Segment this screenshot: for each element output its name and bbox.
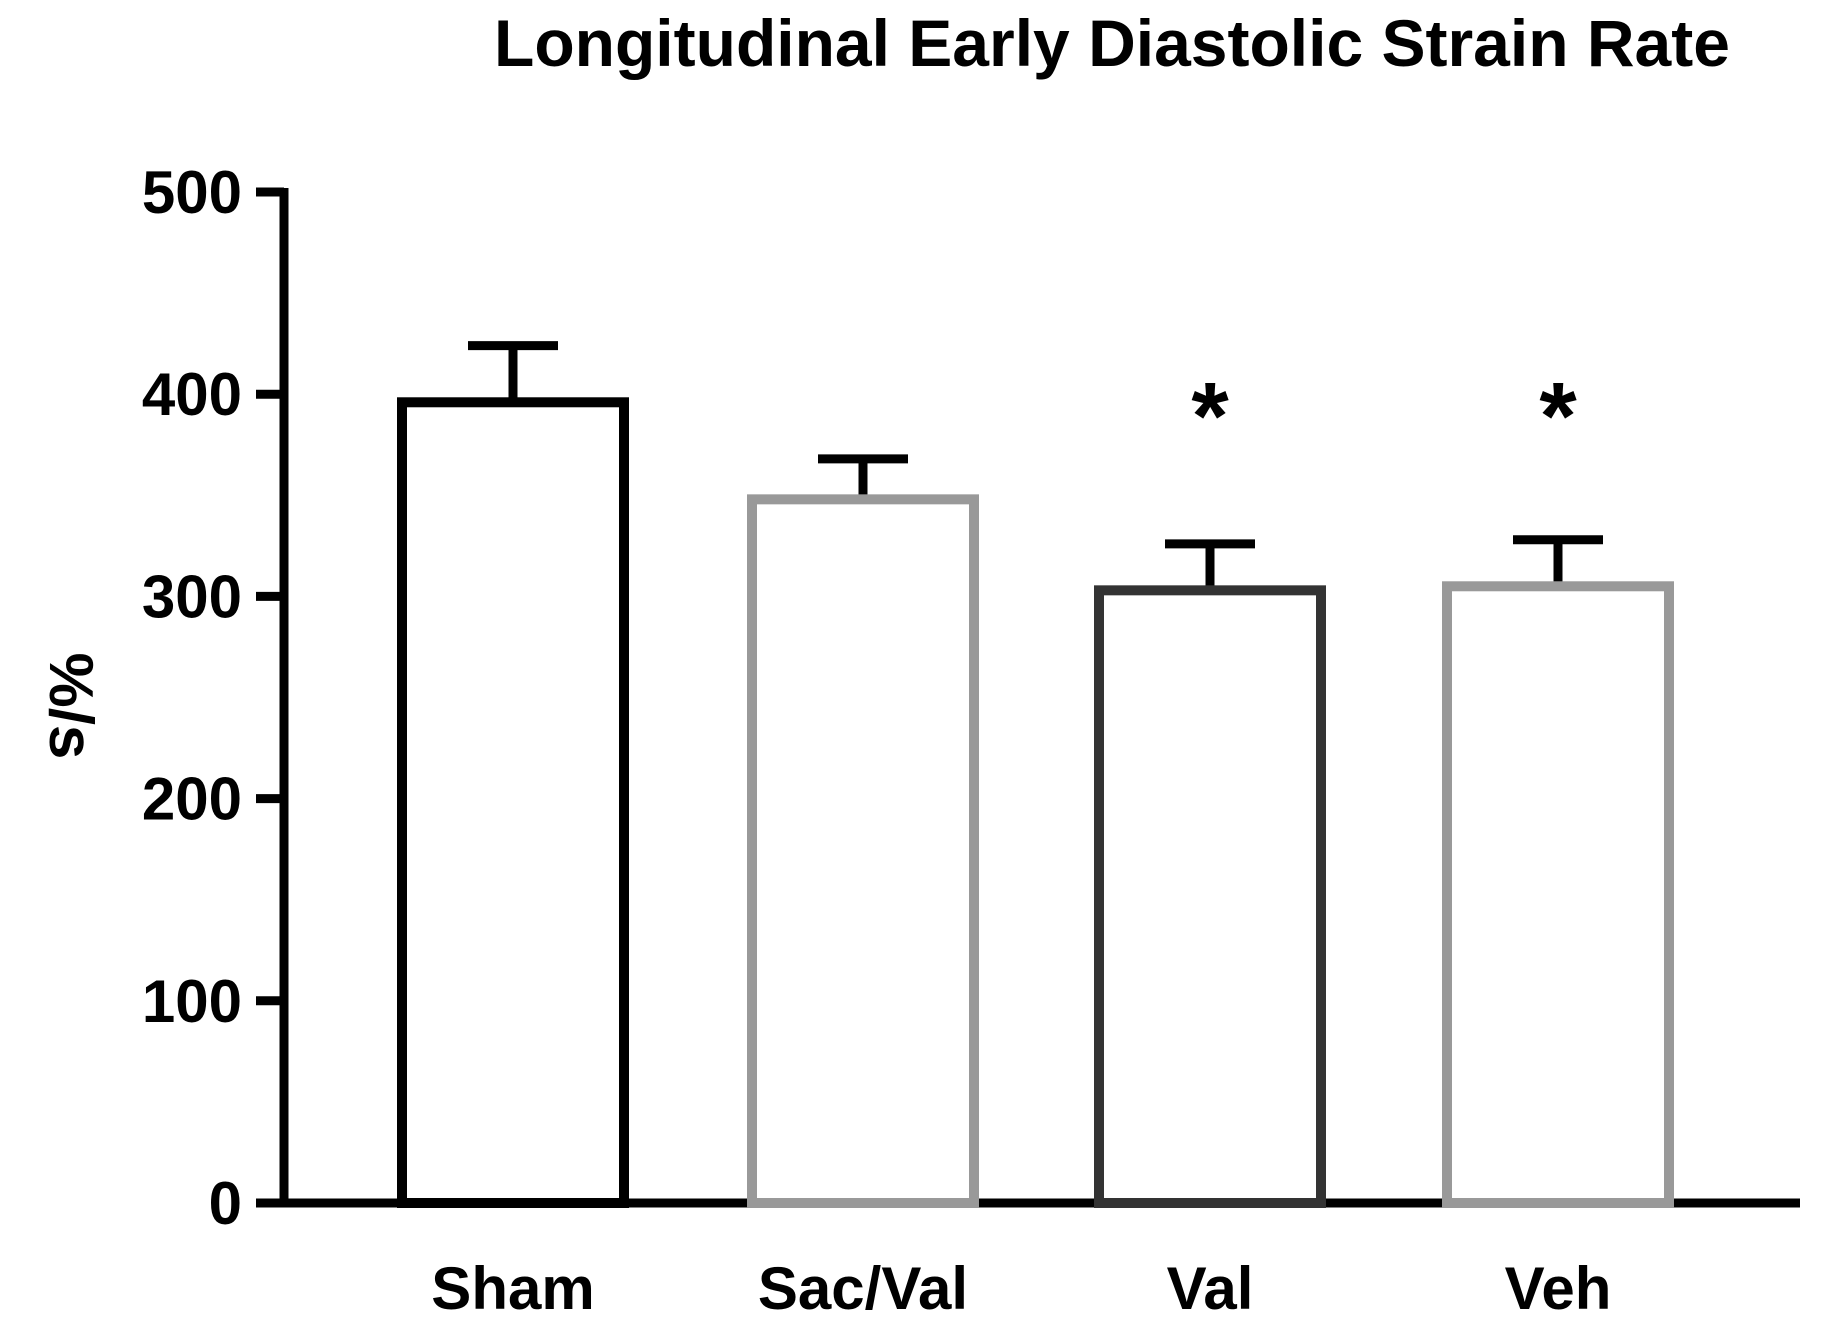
- bar-sac-val: [747, 494, 979, 1208]
- y-tick-label: 300: [142, 563, 242, 630]
- bar-veh: [1442, 581, 1674, 1208]
- y-tick-label: 400: [142, 361, 242, 428]
- x-tick-label: Sham: [431, 1255, 594, 1322]
- y-tick-label: 500: [142, 159, 242, 226]
- y-tick-label: 200: [142, 766, 242, 833]
- y-axis-label: %/s: [36, 653, 105, 760]
- significance-marker: *: [1539, 363, 1577, 470]
- chart-title: Longitudinal Early Diastolic Strain Rate: [494, 6, 1730, 80]
- y-tick-label: 100: [142, 968, 242, 1035]
- bar-sham: [397, 397, 629, 1208]
- bars: Sham Sac/Val Val * Veh *: [397, 341, 1674, 1322]
- bar-val: [1094, 585, 1326, 1208]
- y-tick-label: 0: [209, 1170, 242, 1237]
- x-tick-label: Val: [1167, 1255, 1254, 1322]
- x-tick-label: Sac/Val: [758, 1255, 968, 1322]
- significance-marker: *: [1191, 363, 1229, 470]
- x-tick-label: Veh: [1505, 1255, 1612, 1322]
